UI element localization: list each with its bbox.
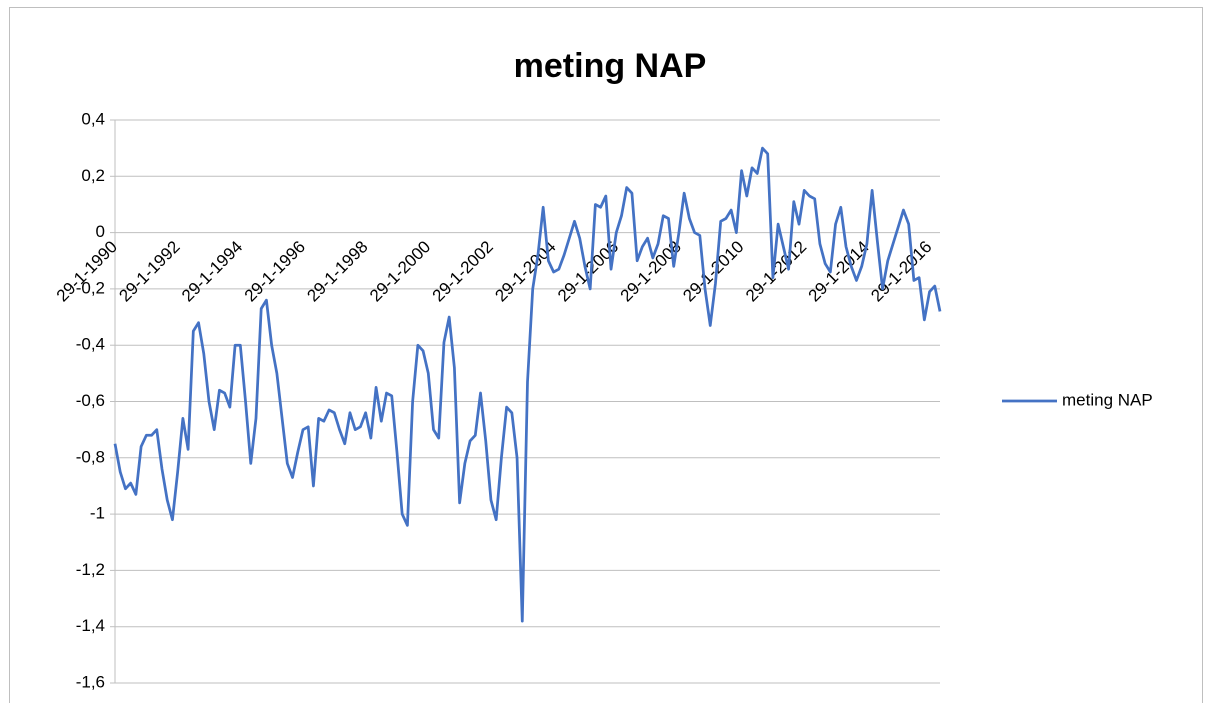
y-tick-label: -1,6 (76, 672, 105, 691)
chart-border (9, 7, 1203, 703)
y-tick-label: -1,4 (76, 616, 105, 635)
y-tick-label: 0,2 (81, 166, 105, 185)
y-tick-label: -1 (90, 504, 105, 523)
legend-label: meting NAP (1062, 390, 1153, 409)
y-tick-label: 0 (96, 222, 105, 241)
y-tick-label: -0,4 (76, 335, 105, 354)
y-tick-label: -1,2 (76, 560, 105, 579)
y-tick-label: -0,6 (76, 391, 105, 410)
y-tick-label: 0,4 (81, 109, 105, 128)
line (113, 146, 942, 623)
y-tick-label: -0,8 (76, 447, 105, 466)
chart-title: meting NAP (514, 47, 707, 85)
y-tick-label: -0,2 (76, 278, 105, 297)
